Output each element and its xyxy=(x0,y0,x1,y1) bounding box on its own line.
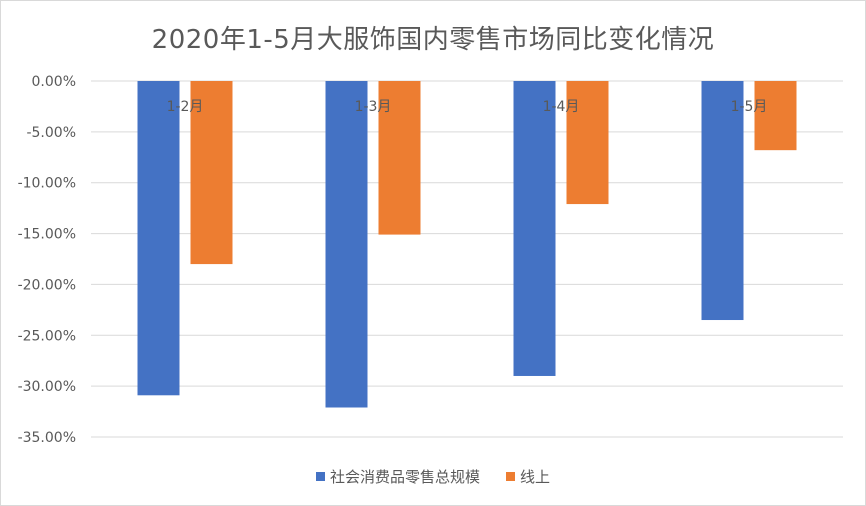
chart-title: 2020年1-5月大服饰国内零售市场同比变化情况 xyxy=(151,25,715,55)
y-tick-label: -5.00% xyxy=(26,125,76,141)
y-tick-label: -25.00% xyxy=(18,328,76,344)
y-tick-label: -35.00% xyxy=(18,430,76,446)
bar-online xyxy=(378,81,421,235)
chart-legend: 社会消费品零售总规模 线上 xyxy=(1,466,865,487)
legend-item-total-retail: 社会消费品零售总规模 xyxy=(315,466,480,487)
y-tick-label: -15.00% xyxy=(18,227,76,243)
legend-label-online: 线上 xyxy=(520,468,551,486)
category-label: 1-5月 xyxy=(731,99,768,115)
category-label: 1-2月 xyxy=(167,99,204,115)
y-tick-label: -20.00% xyxy=(18,277,76,293)
y-tick-label: -30.00% xyxy=(18,379,76,395)
bar-total-retail xyxy=(513,81,556,376)
category-label: 1-4月 xyxy=(543,99,580,115)
legend-item-online: 线上 xyxy=(506,466,550,487)
y-tick-label: 0.00% xyxy=(32,74,76,90)
legend-swatch-blue xyxy=(315,472,325,481)
bar-online xyxy=(566,81,609,205)
category-label: 1-3月 xyxy=(355,99,392,115)
legend-swatch-orange xyxy=(506,472,515,481)
bar-online xyxy=(190,81,233,265)
legend-label-total-retail: 社会消费品零售总规模 xyxy=(329,468,480,486)
bar-total-retail xyxy=(325,81,368,408)
bar-total-retail xyxy=(137,81,180,396)
y-tick-label: -10.00% xyxy=(18,176,76,192)
bar-total-retail xyxy=(701,81,744,321)
bar-online xyxy=(754,81,797,151)
